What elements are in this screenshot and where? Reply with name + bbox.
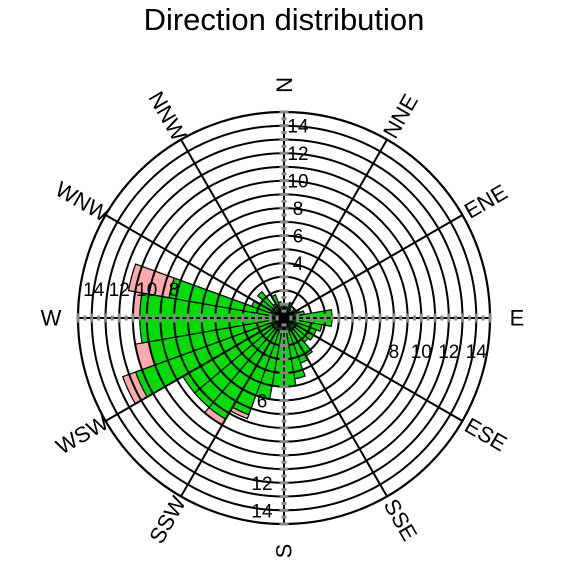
radial-tick-label: 12 [109,280,130,301]
spoke-WSW [105,317,285,422]
direction-label-NNW: NNW [144,87,192,145]
radial-tick-label: 10 [287,172,308,193]
spoke-ENE [283,214,463,319]
radial-tick-label-fragment: 14 [83,280,105,301]
direction-label-SSW: SSW [144,492,191,548]
radial-tick-label: 12 [438,342,459,363]
direction-label-S: S [272,544,297,559]
direction-label-NNE: NNE [378,90,423,143]
chart-title: Direction distribution [143,2,425,37]
radial-tick-label: 14 [466,342,488,363]
radial-tick-label: 12 [287,144,308,165]
direction-label-W: W [41,306,62,331]
spoke-SSE [283,317,388,497]
radial-tick-label: 8 [389,342,400,363]
axes-layer [76,110,492,526]
radial-tick-label: 10 [411,342,432,363]
direction-label-WSW: WSW [52,410,113,460]
radial-tick-label: 12 [251,474,272,495]
radial-tick-label: 6 [293,227,304,248]
direction-label-ESE: ESE [460,413,511,457]
direction-label-WNW: WNW [51,176,113,226]
radial-tick-label: 4 [293,254,304,275]
direction-label-SSE: SSE [379,494,423,545]
spoke-NNW [180,139,285,319]
radial-tick-label: 8 [169,280,180,301]
radial-tick-label: 14 [287,117,309,138]
spoke-NNE [283,139,388,319]
spoke-SSW [180,317,285,497]
direction-label-E: E [510,306,525,331]
radial-tick-label: 8 [293,199,304,220]
spoke-WNW [105,214,285,319]
spoke-ESE [283,317,463,422]
radial-tick-label: 10 [136,280,157,301]
radial-tick-label: 14 [251,501,273,522]
radial-tick-label-fragment: 6 [257,391,268,412]
direction-label-N: N [272,77,297,93]
direction-label-ENE: ENE [460,179,512,223]
